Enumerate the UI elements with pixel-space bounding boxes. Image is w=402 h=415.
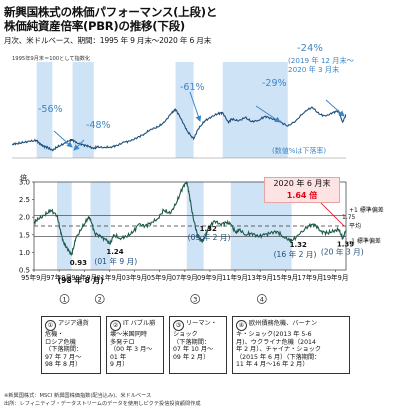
drawdown-label-4: -29%: [262, 78, 287, 89]
footnote-1: ※新興国株式：MSCI 新興国株価指数(配当込み)、米ドルベース: [4, 393, 152, 399]
annotation-value-3: 1.32: [200, 225, 217, 233]
bottom-y-tick-label-5: 3.0: [19, 179, 30, 187]
period-marker-label-1: 1: [62, 296, 66, 304]
bottom-x-tick-label-9: 13年9月: [247, 273, 273, 282]
drawdown-arrow-4: [255, 105, 281, 123]
legend-number-4: ④: [236, 320, 247, 331]
bottom-y-tick-label-4: 2.5: [19, 196, 30, 204]
avg-value-label: 1.75: [342, 214, 356, 221]
period-marker-label-4: 4: [260, 296, 264, 304]
bottom-y-tick-label-0: 0.5: [19, 267, 30, 275]
bottom-panel: 0.5 1.0 1.5 2.0 2.5 3.0 95年9月 97年9月 99年9月 01年9月 03…: [19, 179, 364, 304]
bottom-x-tick-label-7: 09年9月: [197, 273, 223, 282]
bottom-x-tick-label-10: 15年9月: [272, 273, 298, 282]
bottom-x-tick-label-11: 17年9月: [298, 273, 324, 282]
lower-axis-unit: 倍: [20, 174, 27, 182]
bottom-x-tick-label-12: 19年9月: [323, 273, 349, 282]
average-label: 平均: [349, 223, 362, 230]
bottom-x-tick-label-3: 01年9月: [97, 273, 123, 282]
top-axis-note: 1995年9月末＝100として指数化: [12, 56, 91, 62]
annotation-date-4: (16 年 2 月): [274, 249, 317, 259]
bottom-x-tick-label-2: 99年9月: [71, 273, 97, 282]
legend-box-4: ④ 欧州債務危機、バーナン キ・ショック(2013 年 5-6 月)、ウクライナ危…: [232, 316, 350, 374]
drawdown-label-5: -24%: [297, 43, 323, 54]
period-marker-4: [256, 294, 267, 304]
annotation-value-4: 1.32: [290, 241, 307, 249]
pbr-series-line: [33, 181, 347, 256]
top-shaded-period-4: [222, 62, 288, 158]
drawdown-arrow-5: [325, 99, 345, 117]
top-series-line: [12, 106, 347, 152]
callout-pointer: [317, 199, 345, 227]
legend-text-1: アジア通貨 危機・ ロシア危機 （下落期間： 97 年 7 月～ 98 年 8 …: [45, 320, 89, 369]
bottom-x-tick-label-0: 95年9月: [21, 273, 47, 282]
drawdown-label-1: -56%: [38, 104, 63, 115]
legend-box-1: ① アジア通貨 危機・ ロシア危機 （下落期間： 97 年 7 月～ 98 年 8…: [41, 316, 101, 374]
drawdown-arrow-1: [53, 130, 73, 148]
period-marker-label-2: 2: [98, 296, 102, 304]
bottom-x-tick-label-1: 97年9月: [46, 273, 72, 282]
annotation-value-2: 1.24: [106, 248, 123, 256]
top-shaded-period-2: [72, 62, 94, 158]
bottom-x-tick-label-6: 07年9月: [172, 273, 198, 282]
drawdown-arrow-3: [189, 91, 202, 122]
drawdown-note: (数値%は下落率): [272, 147, 327, 155]
bottom-x-tick-label-5: 05年9月: [147, 273, 173, 282]
callout-value: 1.64 倍: [286, 191, 318, 200]
annotation-value-1: 0.93: [70, 259, 87, 267]
footnote-2: 出所：レフィニティブ・データストリームのデータを使用しピクテ投信投資顧問作成: [4, 401, 201, 407]
legend-text-3: リーマン・ ショック （下落期間： 07 年 10 月～ 09 年 2 月）: [173, 320, 217, 361]
chart-title-line1: 新興国株式の株価パフォーマンス(上段)と: [4, 5, 218, 19]
period-marker-1: [59, 294, 70, 304]
annotation-date-3: (09 年 2 月): [188, 232, 231, 242]
chart-subtitle: 月次、米ドルベース、期間：1995 年 9 月末～2020 年 6 月末: [4, 36, 212, 45]
period-marker-label-3: 3: [193, 296, 197, 304]
bottom-y-tick-label-2: 1.5: [19, 231, 30, 239]
drawdown-label-3: -61%: [180, 82, 205, 93]
legend-number-3: ③: [173, 320, 184, 331]
legend-number-1: ①: [45, 320, 56, 331]
bottom-y-tick-label-1: 1.0: [19, 249, 30, 257]
minus1-sd-label: -1 標準偏差: [349, 238, 381, 245]
bottom-x-tick-label-8: 11年9月: [222, 273, 248, 282]
top-shaded-period-1: [36, 62, 53, 158]
top-shaded-period-3: [175, 62, 194, 158]
top-panel: -56% -48% -61% -29% -24% (2019 年 12 月末～2020 年…: [12, 43, 354, 159]
legend-text-4: 欧州債務危機、バーナン キ・ショック(2013 年 5-6 月)、ウクライナ危機…: [236, 320, 322, 369]
period-marker-3: [190, 294, 201, 304]
bottom-y-tick-label-3: 2.0: [19, 214, 30, 222]
annotation-date-5: (20 年 3 月): [321, 247, 364, 257]
drawdown-note-line-2: 2020 年 3 月末: [288, 65, 339, 74]
drawdown-note-line-1: (2019 年 12 月末～: [288, 56, 354, 65]
bottom-x-tick-label-4: 03年9月: [122, 273, 148, 282]
plus1-sd-label: +1 標準偏差: [349, 207, 384, 214]
latest-value-callout: 2020 年 6 月末 1.64 倍: [264, 177, 340, 203]
callout-date: 2020 年 6 月末: [273, 179, 331, 188]
drawdown-label-2: -48%: [86, 120, 111, 131]
legend-text-2: IT バブル崩 壊～米国同時 多発テロ （00 年 3 月～01 年 9 月）: [110, 320, 156, 369]
legend-box-3: ③ リーマン・ ショック （下落期間： 07 年 10 月～ 09 年 2 月）: [169, 316, 227, 374]
annotation-date-1: (98 年 8 月): [58, 275, 104, 285]
annotation-value-5: 1.39: [337, 241, 354, 249]
chart-title-line2: 株価純資産倍率(PBR)の推移(下段): [4, 19, 185, 33]
legend-number-2: ②: [110, 320, 121, 331]
drawdown-arrow-2: [73, 139, 85, 151]
annotation-date-2: (01 年 9 月): [94, 256, 137, 266]
legend-box-2: ② IT バブル崩 壊～米国同時 多発テロ （00 年 3 月～01 年 9 月）: [106, 316, 164, 374]
period-marker-2: [94, 294, 105, 304]
